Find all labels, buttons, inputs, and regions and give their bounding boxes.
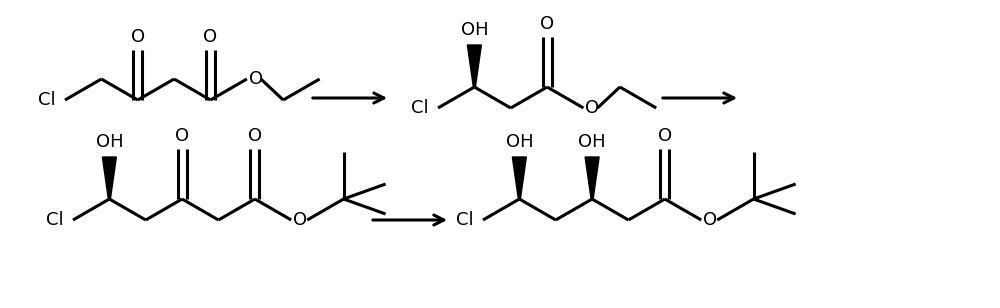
- Text: O: O: [585, 99, 600, 117]
- Text: O: O: [203, 28, 218, 46]
- Text: O: O: [703, 211, 717, 229]
- Polygon shape: [102, 157, 116, 199]
- Text: O: O: [249, 70, 263, 88]
- Text: Cl: Cl: [456, 211, 474, 229]
- Polygon shape: [512, 157, 526, 199]
- Text: Cl: Cl: [411, 99, 429, 117]
- Text: OH: OH: [506, 133, 533, 151]
- Text: OH: OH: [578, 133, 606, 151]
- Text: OH: OH: [96, 133, 123, 151]
- Polygon shape: [467, 45, 481, 87]
- Polygon shape: [585, 157, 599, 199]
- Text: O: O: [540, 15, 554, 33]
- Text: Cl: Cl: [46, 211, 64, 229]
- Text: O: O: [293, 211, 307, 229]
- Text: O: O: [131, 28, 145, 46]
- Text: OH: OH: [461, 21, 488, 39]
- Text: O: O: [658, 127, 672, 145]
- Text: O: O: [248, 127, 262, 145]
- Text: Cl: Cl: [38, 91, 56, 109]
- Text: O: O: [175, 127, 189, 145]
